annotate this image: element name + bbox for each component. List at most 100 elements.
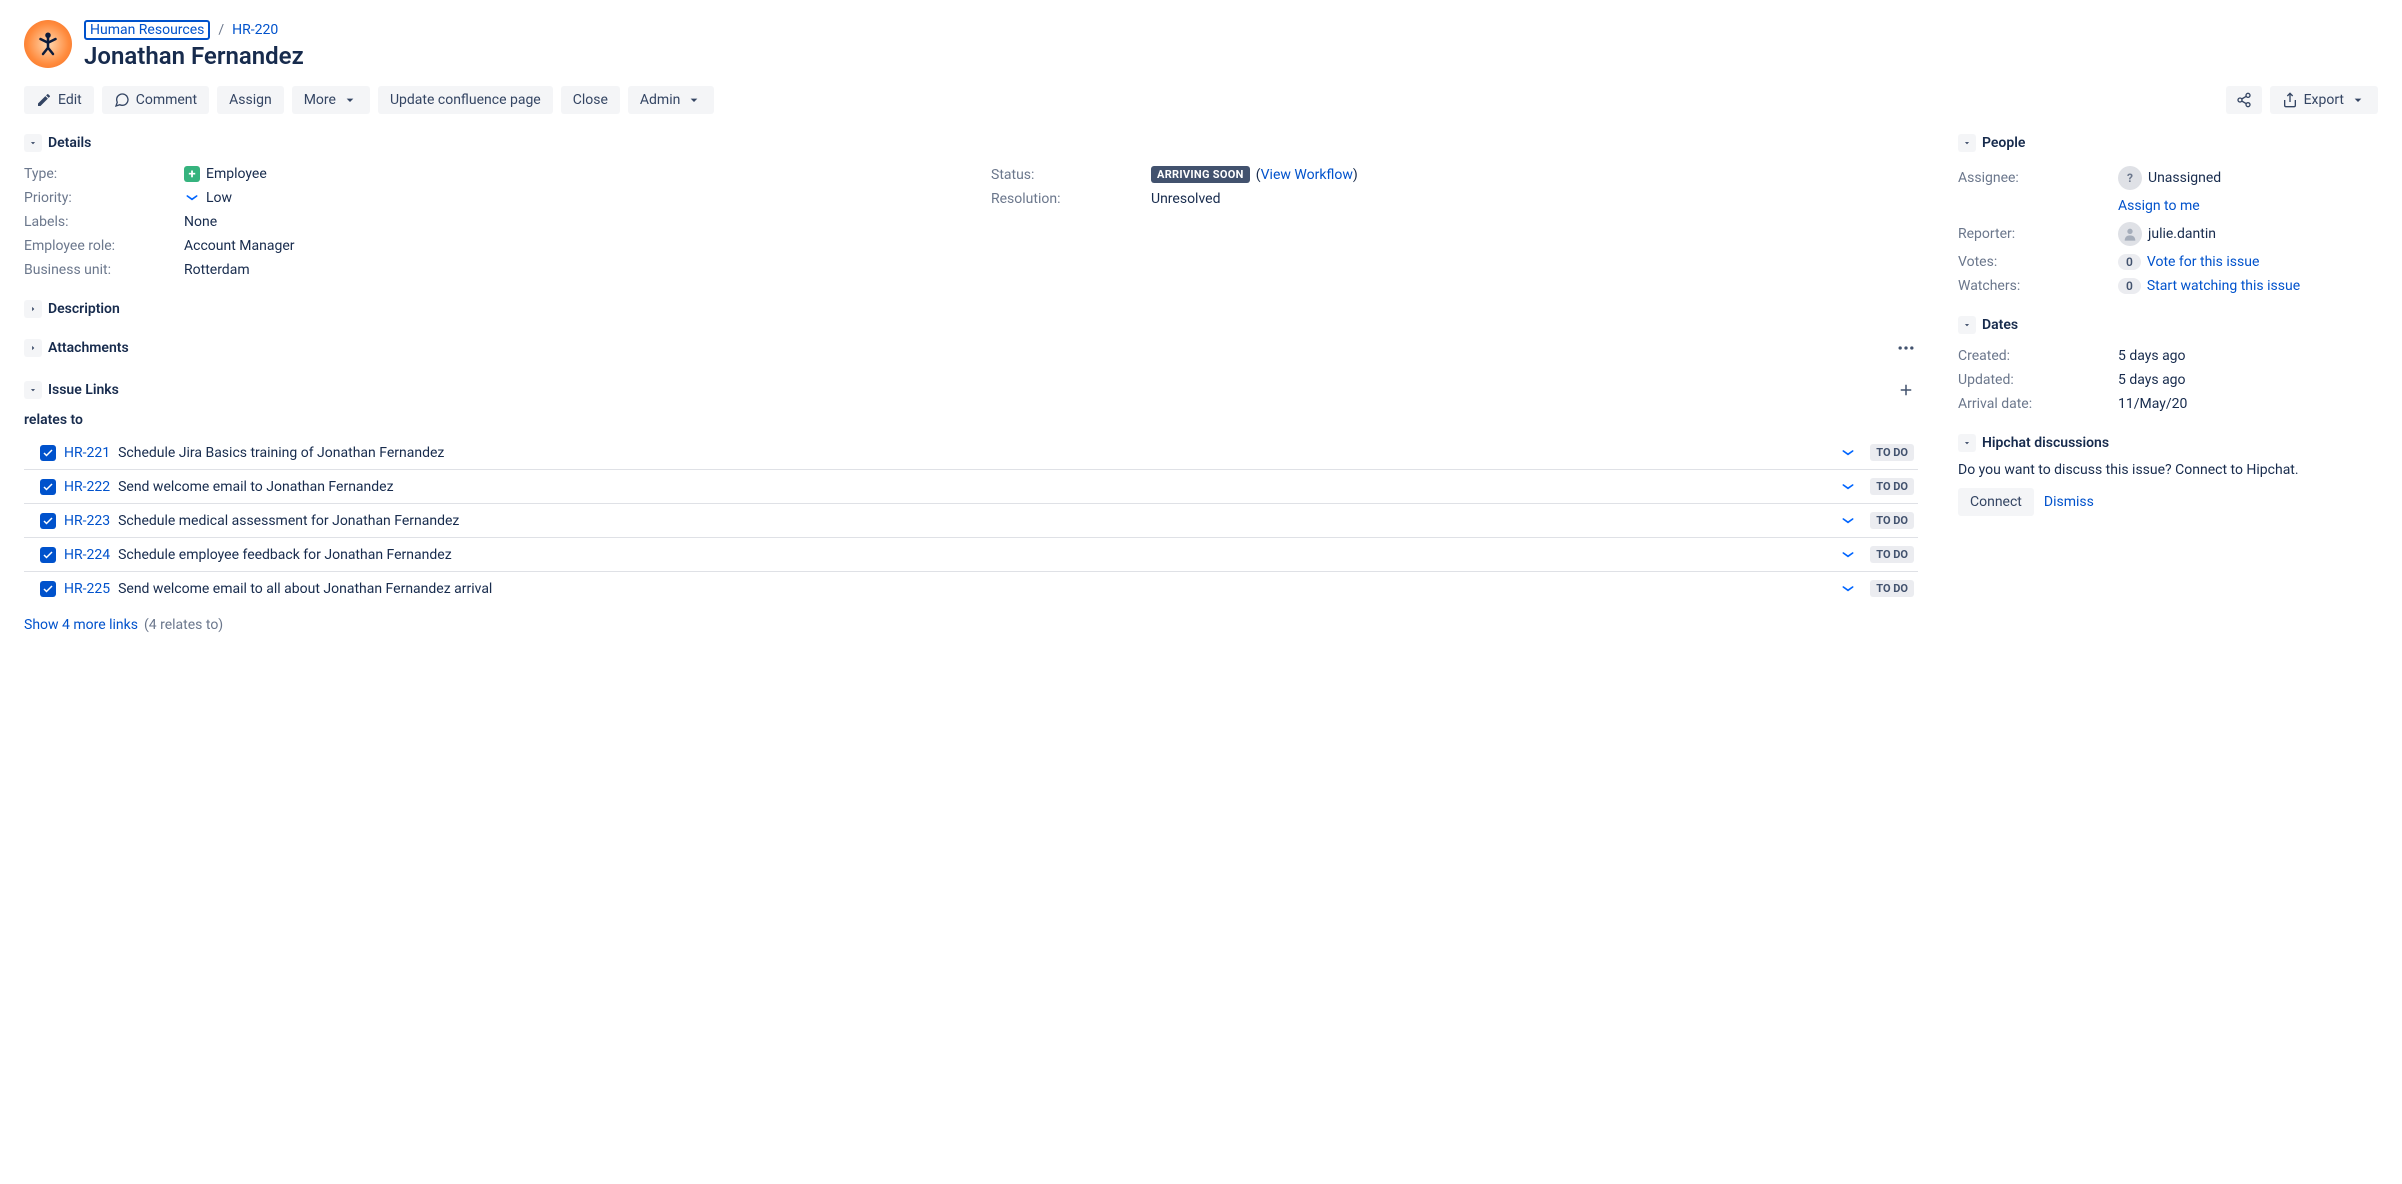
task-check-icon — [40, 445, 56, 461]
business-unit-value: Rotterdam — [184, 262, 250, 278]
issue-link-status: TO DO — [1870, 512, 1914, 529]
issue-link-summary: Send welcome email to Jonathan Fernandez — [118, 479, 1832, 495]
share-icon — [2236, 92, 2252, 108]
status-value: ARRIVING SOON — [1151, 166, 1250, 183]
pencil-icon — [36, 92, 52, 108]
attachments-more-button[interactable] — [1894, 336, 1918, 360]
update-confluence-button[interactable]: Update confluence page — [378, 86, 553, 114]
task-check-icon — [40, 479, 56, 495]
issue-links-toggle[interactable] — [24, 381, 42, 399]
issue-link-summary: Schedule employee feedback for Jonathan … — [118, 547, 1832, 563]
export-icon — [2282, 92, 2298, 108]
export-label: Export — [2304, 92, 2344, 108]
labels-value: None — [184, 214, 217, 230]
plus-icon — [1897, 381, 1915, 399]
issue-link-status: TO DO — [1870, 580, 1914, 597]
reporter-avatar-icon — [2118, 222, 2142, 246]
view-workflow-link[interactable]: View Workflow — [1261, 167, 1353, 183]
type-value: Employee — [206, 166, 267, 182]
edit-label: Edit — [58, 92, 82, 108]
reporter-label: Reporter: — [1958, 226, 2118, 242]
hipchat-connect-button[interactable]: Connect — [1958, 488, 2034, 516]
resolution-label: Resolution: — [991, 191, 1151, 207]
description-title: Description — [48, 301, 120, 317]
hipchat-dismiss-link[interactable]: Dismiss — [2044, 494, 2094, 510]
issue-links-title: Issue Links — [48, 382, 119, 398]
issue-title: Jonathan Fernandez — [84, 42, 2378, 70]
comment-button[interactable]: Comment — [102, 86, 209, 114]
chevron-down-icon — [686, 92, 702, 108]
priority-low-icon — [1840, 581, 1856, 597]
watchers-label: Watchers: — [1958, 278, 2118, 294]
created-label: Created: — [1958, 348, 2118, 364]
workflow-paren: (View Workflow) — [1256, 167, 1358, 183]
issue-link-row[interactable]: HR-222 Send welcome email to Jonathan Fe… — [24, 470, 1918, 504]
issue-link-row[interactable]: HR-221 Schedule Jira Basics training of … — [24, 436, 1918, 470]
hipchat-toggle[interactable] — [1958, 434, 1976, 452]
resolution-value: Unresolved — [1151, 191, 1220, 207]
task-check-icon — [40, 513, 56, 529]
task-check-icon — [40, 581, 56, 597]
employee-role-value: Account Manager — [184, 238, 295, 254]
assign-button[interactable]: Assign — [217, 86, 284, 114]
issue-link-key[interactable]: HR-225 — [64, 581, 110, 597]
status-label: Status: — [991, 167, 1151, 183]
breadcrumb-separator: / — [218, 22, 224, 38]
attachments-title: Attachments — [48, 340, 129, 356]
updated-value: 5 days ago — [2118, 372, 2186, 388]
votes-count: 0 — [2118, 254, 2141, 270]
relates-to-label: relates to — [24, 412, 1918, 428]
comment-icon — [114, 92, 130, 108]
reporter-value: julie.dantin — [2148, 226, 2216, 242]
people-title: People — [1982, 135, 2025, 151]
admin-label: Admin — [640, 92, 680, 108]
issue-link-row[interactable]: HR-225 Send welcome email to all about J… — [24, 572, 1918, 605]
share-button[interactable] — [2226, 86, 2262, 114]
issue-link-status: TO DO — [1870, 478, 1914, 495]
admin-button[interactable]: Admin — [628, 86, 714, 114]
issue-link-key[interactable]: HR-222 — [64, 479, 110, 495]
task-check-icon — [40, 547, 56, 563]
issue-link-summary: Schedule Jira Basics training of Jonatha… — [118, 445, 1832, 461]
vote-link[interactable]: Vote for this issue — [2147, 254, 2260, 270]
issue-link-key[interactable]: HR-224 — [64, 547, 110, 563]
created-value: 5 days ago — [2118, 348, 2186, 364]
project-icon[interactable] — [24, 20, 72, 68]
people-toggle[interactable] — [1958, 134, 1976, 152]
issue-link-summary: Schedule medical assessment for Jonathan… — [118, 513, 1832, 529]
description-toggle[interactable] — [24, 300, 42, 318]
details-toggle[interactable] — [24, 134, 42, 152]
issue-link-status: TO DO — [1870, 444, 1914, 461]
more-button[interactable]: More — [292, 86, 370, 114]
chevron-down-icon — [342, 92, 358, 108]
issue-link-key[interactable]: HR-223 — [64, 513, 110, 529]
add-link-button[interactable] — [1894, 378, 1918, 402]
issue-link-row[interactable]: HR-224 Schedule employee feedback for Jo… — [24, 538, 1918, 572]
watch-link[interactable]: Start watching this issue — [2147, 278, 2300, 294]
employee-role-label: Employee role: — [24, 238, 184, 254]
show-more-links[interactable]: Show 4 more links — [24, 617, 138, 633]
issue-link-status: TO DO — [1870, 546, 1914, 563]
hipchat-message: Do you want to discuss this issue? Conne… — [1958, 462, 2378, 478]
close-button[interactable]: Close — [561, 86, 620, 114]
issue-link-row[interactable]: HR-223 Schedule medical assessment for J… — [24, 504, 1918, 538]
export-button[interactable]: Export — [2270, 86, 2378, 114]
arrival-date-value: 11/May/20 — [2118, 396, 2187, 412]
type-label: Type: — [24, 166, 184, 182]
dates-toggle[interactable] — [1958, 316, 1976, 334]
dates-title: Dates — [1982, 317, 2018, 333]
issue-link-key[interactable]: HR-221 — [64, 445, 110, 461]
more-horizontal-icon — [1896, 338, 1916, 358]
comment-label: Comment — [136, 92, 197, 108]
assign-to-me-link[interactable]: Assign to me — [2118, 198, 2200, 214]
attachments-toggle[interactable] — [24, 339, 42, 357]
more-label: More — [304, 92, 336, 108]
hipchat-title: Hipchat discussions — [1982, 435, 2109, 451]
breadcrumb-issue-link[interactable]: HR-220 — [232, 22, 278, 38]
assignee-value: Unassigned — [2148, 170, 2221, 186]
breadcrumb: Human Resources / HR-220 — [84, 20, 2378, 40]
breadcrumb-project-link[interactable]: Human Resources — [84, 20, 210, 40]
priority-low-icon — [184, 190, 200, 206]
edit-button[interactable]: Edit — [24, 86, 94, 114]
arrival-date-label: Arrival date: — [1958, 396, 2118, 412]
